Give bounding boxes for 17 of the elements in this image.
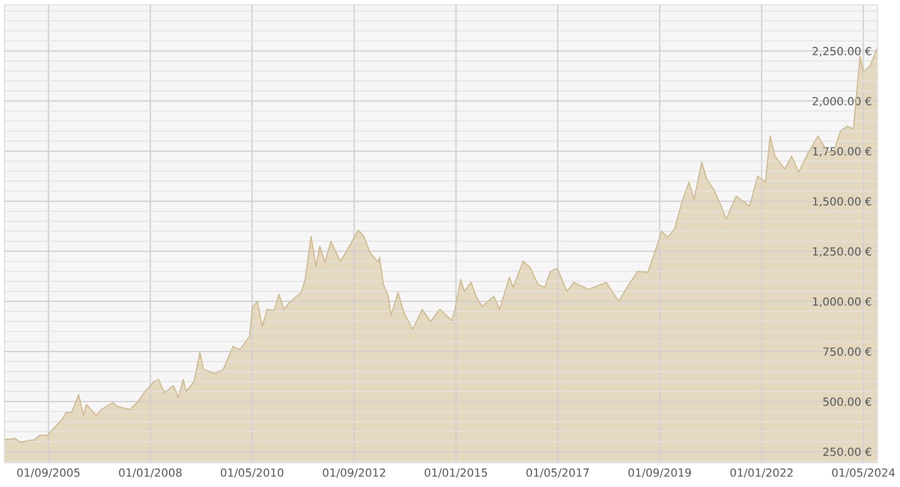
x-tick-label: 01/01/2008 <box>119 468 182 478</box>
x-tick-label: 01/01/2015 <box>424 468 488 478</box>
x-tick-label: 01/09/2019 <box>628 468 691 478</box>
x-tick-label: 01/09/2012 <box>322 468 386 478</box>
x-tick-label: 01/05/2024 <box>832 468 895 478</box>
x-tick-label: 01/09/2005 <box>17 468 80 478</box>
y-tick-label: 2,250.00 € <box>812 46 872 56</box>
y-tick-label: 1,750.00 € <box>813 147 872 157</box>
y-tick-label: 1,000.00 € <box>813 297 872 307</box>
y-tick-label: 250.00 € <box>823 448 872 456</box>
y-tick-label: 500.00 € <box>823 398 872 406</box>
x-tick-label: 01/05/2010 <box>220 468 284 478</box>
y-tick-label: 750.00 € <box>823 347 872 356</box>
x-tick-label: 01/05/2017 <box>526 468 589 478</box>
y-tick-label: 1,500.00 € <box>813 197 872 207</box>
y-tick-label: 1,250.00 € <box>813 247 872 257</box>
x-tick-label: 01/01/2022 <box>730 468 793 478</box>
